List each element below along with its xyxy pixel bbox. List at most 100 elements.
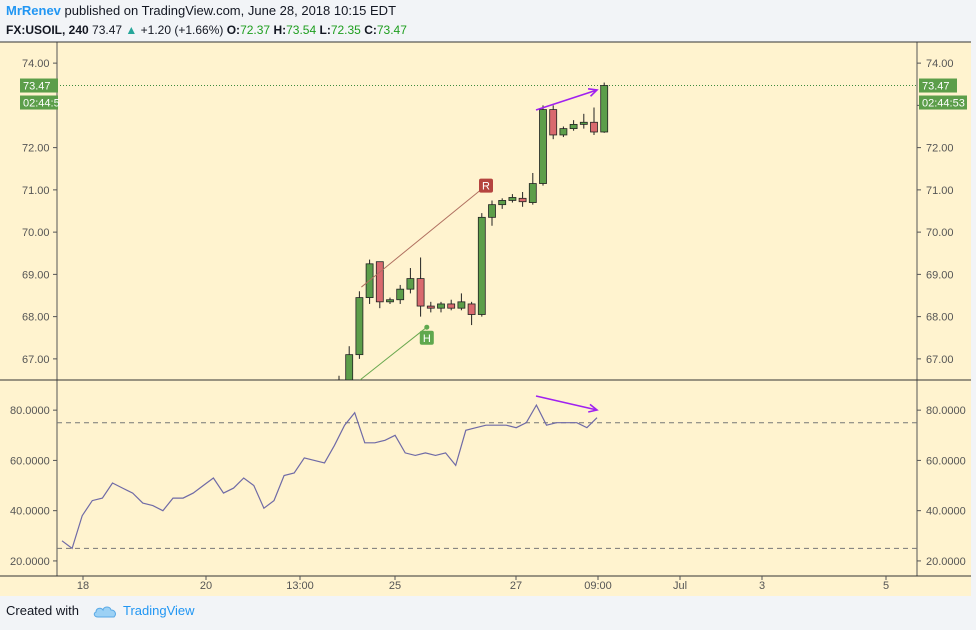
divergence-arrow-price [535, 88, 599, 111]
price-tick-label-left: 72.00 [22, 143, 50, 155]
time-axis-background [0, 576, 971, 596]
footer: Created with TradingView [6, 603, 195, 618]
candle [375, 261, 384, 309]
pattern-line-h [359, 326, 428, 380]
last-price-label-left: 73.47 [20, 78, 58, 93]
rsi-tick-label-right: 60.0000 [926, 455, 966, 467]
candle-body [386, 299, 394, 303]
candle [396, 284, 405, 304]
low-value: 72.35 [330, 23, 361, 37]
candle-body [375, 261, 384, 303]
price-label-text: 02:44:5 [23, 98, 60, 110]
marker-badge [479, 178, 493, 193]
arrow-shaft [535, 89, 598, 111]
r-marker: R [479, 178, 493, 193]
candle-body [539, 109, 547, 184]
candle [488, 200, 496, 226]
candle-body [406, 278, 415, 290]
price-tick-label-right: 67.00 [926, 354, 954, 366]
last-price: 73.47 [92, 23, 123, 37]
rsi-tick-label-left: 60.0000 [10, 455, 50, 467]
pattern-line-r [361, 185, 487, 288]
time-tick-label: 20 [200, 580, 212, 592]
candle [498, 198, 507, 209]
cloud-icon [93, 606, 116, 617]
rsi-tick-label-left: 80.0000 [10, 405, 50, 417]
price-label-bg [919, 95, 967, 110]
candle [477, 213, 486, 317]
price-tick-label-left: 68.00 [22, 312, 50, 324]
published-text: published on TradingView.com, June 28, 2… [60, 3, 397, 18]
pattern-point-h [424, 324, 430, 330]
time-tick-label: 13:00 [286, 580, 314, 592]
rsi-tick-label-left: 40.0000 [10, 506, 50, 518]
candle [406, 268, 415, 294]
candle-body [396, 288, 405, 301]
price-change: +1.20 (+1.66%) [140, 23, 224, 37]
rsi-line [61, 403, 598, 550]
arrow-shaft [535, 395, 598, 411]
marker-label: H [423, 333, 431, 345]
candle [590, 107, 598, 135]
rsi-tick-label-right: 40.0000 [926, 506, 966, 518]
candle-body [579, 121, 588, 125]
author-link[interactable]: MrRenev [6, 3, 61, 18]
candle [345, 346, 354, 380]
quote-bar: FX:USOIL, 240 73.47 ▲ +1.20 (+1.66%) O:7… [6, 21, 407, 39]
candle-body [559, 128, 568, 136]
price-label-bg [20, 78, 58, 93]
candle-body [355, 297, 364, 356]
candle-body [488, 204, 496, 218]
candle-body [508, 197, 517, 201]
candle-body [416, 278, 425, 307]
price-tick-label-right: 68.00 [926, 312, 954, 324]
candle [467, 301, 476, 326]
candle [426, 301, 435, 313]
up-arrow-icon: ▲ [125, 23, 138, 37]
candle-body [528, 183, 537, 203]
high-label: H: [273, 23, 287, 37]
candle [600, 82, 609, 133]
candle-body [600, 85, 609, 133]
price-tick-label-left: 70.00 [22, 227, 50, 239]
h-marker: H [419, 330, 434, 345]
open-value: 72.37 [240, 23, 271, 37]
candle [416, 257, 425, 317]
tradingview-brand[interactable]: TradingView [122, 603, 195, 618]
divergence-arrow-rsi [535, 395, 599, 413]
countdown-label-left: 02:44:5 [20, 95, 60, 110]
candle-body [447, 303, 456, 309]
candle [528, 172, 537, 205]
candle [447, 299, 456, 311]
open-label: O: [226, 23, 241, 37]
candle-body [457, 301, 466, 309]
candle [569, 120, 578, 131]
tradingview-logo[interactable]: TradingView [85, 603, 195, 618]
publish-header: MrRenev published on TradingView.com, Ju… [6, 2, 396, 20]
candles-group [335, 82, 609, 380]
marker-label: R [482, 181, 490, 193]
candle-body [467, 303, 476, 315]
arrow-head [588, 403, 599, 413]
marker-badge [419, 330, 434, 345]
candle [518, 191, 527, 207]
price-tick-label-left: 67.00 [22, 354, 50, 366]
candle [355, 291, 364, 359]
price-label-text: 02:44:53 [922, 98, 965, 110]
candle [457, 293, 466, 311]
candle [386, 297, 394, 304]
close-value: 73.47 [376, 23, 407, 37]
candle-body [518, 197, 527, 203]
candle [437, 301, 445, 313]
candle-body [590, 121, 598, 133]
arrow-head [587, 88, 599, 97]
candle [559, 126, 568, 138]
time-tick-label: 5 [883, 580, 889, 592]
rsi-tick-label-right: 20.0000 [926, 556, 966, 568]
price-tick-label-right: 69.00 [926, 269, 954, 281]
price-tick-label-left: 74.00 [22, 58, 50, 70]
price-label-text: 73.47 [922, 81, 950, 93]
candle [539, 105, 547, 186]
time-tick-label: 09:00 [584, 580, 612, 592]
